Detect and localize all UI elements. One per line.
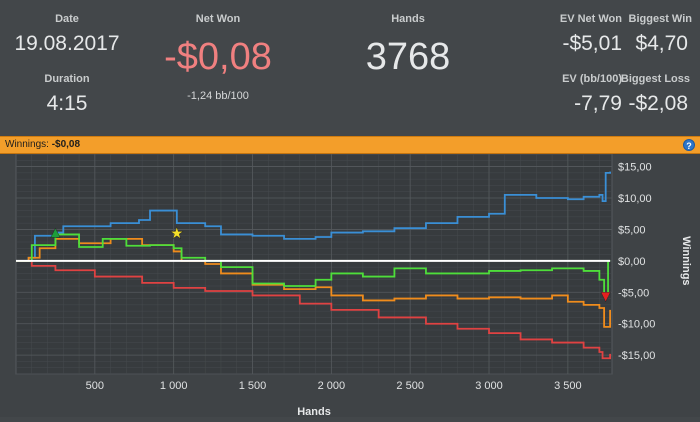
winnings-label: Winnings:	[5, 139, 49, 150]
net-won-value: -$0,08	[164, 36, 272, 78]
biggest-loss-value: -$2,08	[628, 92, 688, 115]
biggest-win-label: Biggest Win	[628, 13, 692, 25]
winnings-bar: Winnings: -$0,08 ?	[0, 136, 700, 154]
y-axis-title: Winnings	[680, 236, 692, 285]
series-line	[16, 171, 612, 262]
y-tick-label: $10,00	[618, 193, 652, 205]
x-tick-label: 1 500	[239, 380, 267, 392]
ev-bb100-value: -7,79	[574, 92, 622, 115]
x-tick-label: 500	[86, 380, 104, 392]
y-tick-label: -$5,00	[618, 287, 649, 299]
winnings-graph: $15,00 $10,00 $5,00 $0,00 -$5,00 -$10,00 -$15,…	[15, 153, 692, 418]
y-tick-label: -$15,00	[618, 350, 655, 362]
stats-panel: Date 19.08.2017 Duration 4:15 Net Won -$…	[0, 0, 700, 136]
series-line	[16, 237, 612, 328]
winnings-value: -$0,08	[51, 139, 81, 150]
date-value: 19.08.2017	[14, 32, 120, 55]
plot-area	[15, 153, 613, 375]
date-label: Date	[55, 13, 79, 25]
winnings-summary: Winnings: -$0,08	[5, 139, 80, 150]
winnings-chart: $15,00 $10,00 $5,00 $0,00 -$5,00 -$10,00 -$15,…	[0, 153, 700, 418]
net-won-bb100: -1,24 bb/100	[187, 90, 249, 102]
biggest-loss-marker: ▼	[598, 288, 614, 305]
star-marker: ★	[170, 226, 184, 243]
ev-net-won-value: -$5,01	[562, 32, 622, 55]
x-tick-label: 2 000	[318, 380, 346, 392]
hands-label: Hands	[391, 13, 425, 25]
y-tick-label: $0,00	[618, 256, 646, 268]
ev-bb100-label: EV (bb/100)	[562, 73, 622, 85]
biggest-win-marker: ▲	[47, 224, 63, 241]
y-tick-label: -$10,00	[618, 319, 655, 331]
x-tick-label: 1 000	[160, 380, 188, 392]
hands-value: 3768	[365, 36, 451, 78]
x-axis-title: Hands	[297, 406, 331, 417]
series-line	[16, 233, 611, 297]
duration-label: Duration	[44, 73, 90, 85]
help-icon[interactable]: ?	[683, 139, 695, 151]
biggest-win-value: $4,70	[635, 32, 688, 55]
biggest-loss-label: Biggest Loss	[620, 73, 690, 85]
net-won-label: Net Won	[195, 13, 241, 25]
y-tick-label: $15,00	[618, 162, 652, 174]
duration-value: 4:15	[46, 92, 88, 115]
x-tick-label: 3 000	[475, 380, 503, 392]
x-tick-label: 2 500	[396, 380, 424, 392]
series-line	[16, 259, 612, 360]
y-tick-label: $5,00	[618, 224, 646, 236]
ev-net-won-label: EV Net Won	[559, 13, 622, 25]
x-tick-label: 3 500	[554, 380, 582, 392]
